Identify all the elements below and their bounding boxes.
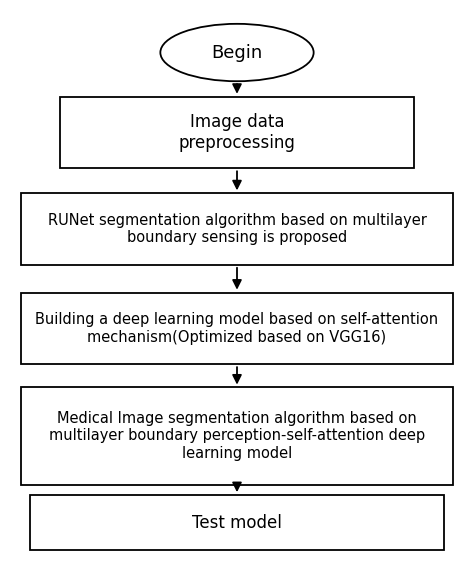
Text: Begin: Begin [211, 43, 263, 61]
Bar [30, 495, 444, 550]
Text: Test model: Test model [192, 513, 282, 531]
Bar [21, 387, 453, 485]
Bar [61, 97, 413, 168]
Text: Medical Image segmentation algorithm based on
multilayer boundary perception-sel: Medical Image segmentation algorithm bas… [49, 411, 425, 461]
Text: Building a deep learning model based on self-attention
mechanism(Optimized based: Building a deep learning model based on … [36, 312, 438, 345]
Bar [21, 293, 453, 364]
Bar [21, 193, 453, 265]
Text: RUNet segmentation algorithm based on multilayer
boundary sensing is proposed: RUNet segmentation algorithm based on mu… [47, 213, 427, 245]
Text: Image data
preprocessing: Image data preprocessing [179, 113, 295, 152]
